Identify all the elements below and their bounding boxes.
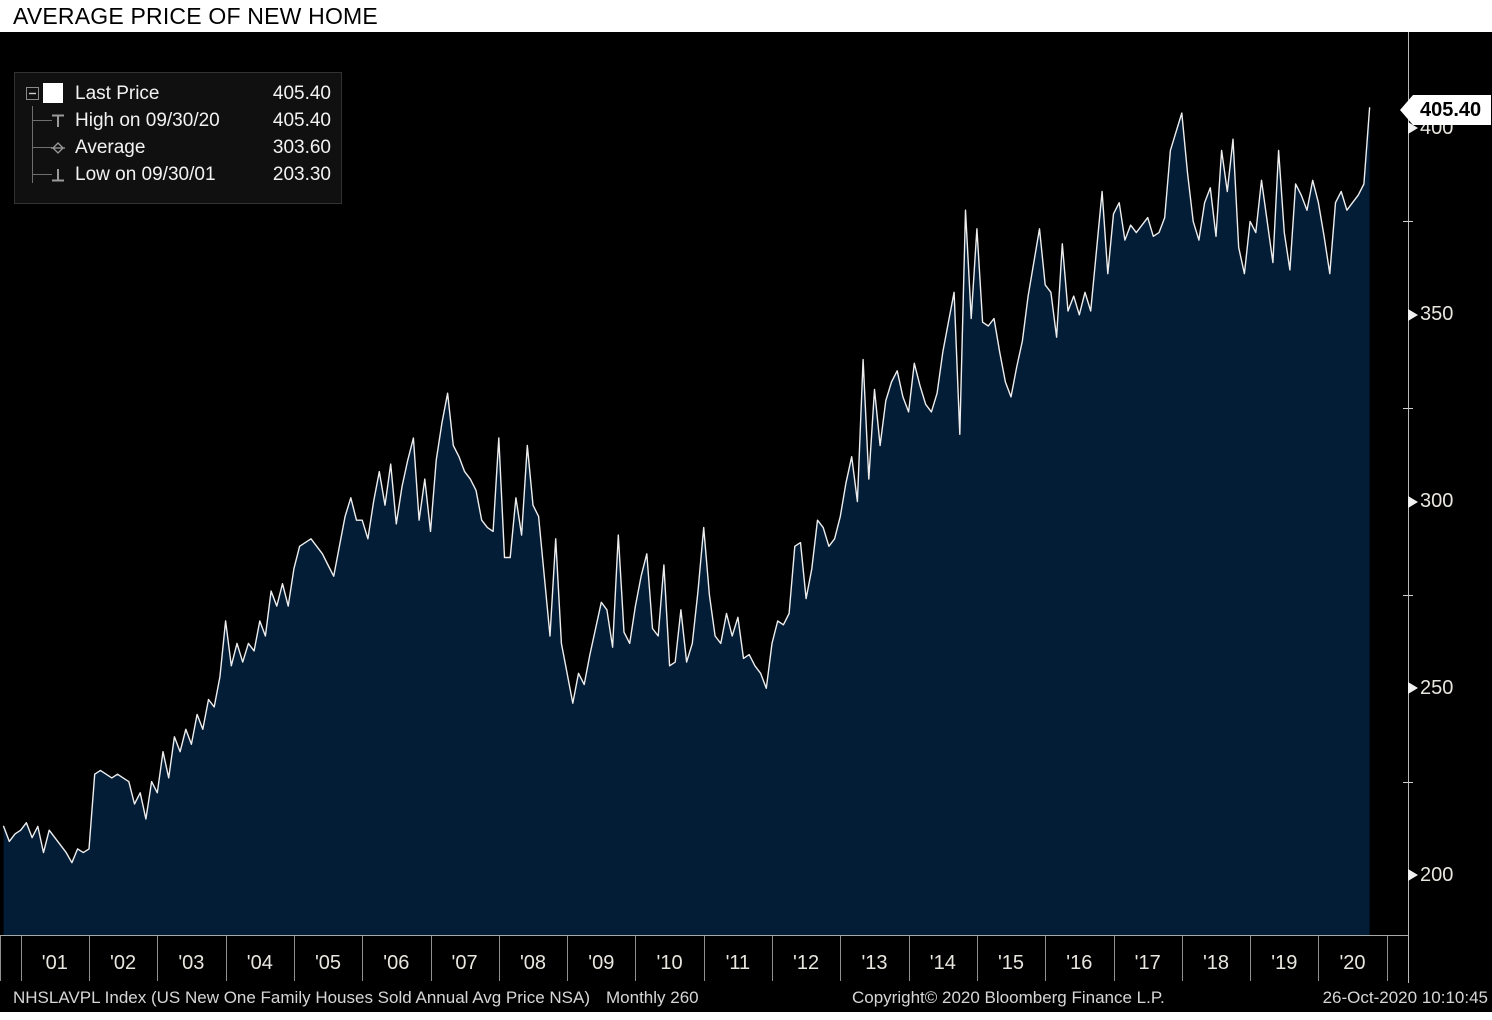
last-price-tag-value: 405.40: [1420, 99, 1482, 121]
x-tick: [976, 936, 978, 981]
x-label-20: '20: [1339, 952, 1366, 974]
legend-label: Average: [75, 136, 146, 158]
page-title: AVERAGE PRICE OF NEW HOME: [13, 2, 378, 29]
area-fill: [3, 107, 1370, 935]
x-label-11: '11: [725, 952, 751, 974]
footer-period: Monthly 260: [606, 988, 699, 1007]
y-axis-line: [1408, 32, 1409, 983]
y-minor-tick-375: [1403, 221, 1413, 223]
x-label-06: '06: [383, 952, 410, 974]
x-tick: [567, 936, 569, 981]
x-label-18: '18: [1202, 952, 1230, 974]
x-tick: [1181, 936, 1183, 981]
footer-copyright: Copyright© 2020 Bloomberg Finance L.P.: [852, 988, 1165, 1007]
legend-value: 405.40: [272, 109, 331, 131]
x-label-07: '07: [451, 952, 478, 974]
price-plot: [2, 107, 1371, 935]
x-label-17: '17: [1134, 952, 1161, 974]
x-tick: [430, 936, 432, 981]
legend-label: Last Price: [75, 82, 160, 104]
legend-row-last-price[interactable]: Last Price 405.40: [15, 80, 341, 107]
chart-panel[interactable]: 400 350 300 250 200 '01'02'03'04'05'06'07'08…: [0, 32, 1492, 1012]
legend-label: Low on 09/30/01: [75, 163, 216, 185]
x-axis-line: [0, 935, 1408, 936]
y-tick-arrow-icon: [1408, 495, 1418, 508]
y-tick-label: 350: [1420, 303, 1454, 326]
x-label-10: '10: [656, 952, 683, 974]
y-tick-arrow-icon: [1408, 682, 1418, 695]
x-tick: [157, 936, 159, 981]
x-label-14: '14: [929, 952, 956, 974]
x-label-02: '02: [110, 952, 137, 974]
y-tick-200: 200: [1408, 864, 1453, 886]
x-label-03: '03: [178, 952, 205, 974]
x-tick: [703, 936, 705, 981]
x-tick: [362, 936, 364, 981]
x-label-16: '16: [1066, 952, 1093, 974]
y-tick-350: 350: [1408, 303, 1454, 326]
average-marker-icon: [51, 142, 65, 154]
high-marker-icon: [52, 114, 64, 127]
title-bar: AVERAGE PRICE OF NEW HOME: [0, 0, 1492, 32]
collapse-icon[interactable]: [26, 87, 39, 100]
legend-value: 405.40: [272, 82, 331, 104]
y-minor-tick-225: [1403, 781, 1413, 783]
x-tick: [840, 936, 842, 981]
y-tick-label: 200: [1420, 863, 1454, 886]
y-tick-300: 300: [1408, 490, 1454, 513]
y-tick-arrow-icon: [1408, 308, 1418, 321]
legend-row-average[interactable]: Average 303.60: [15, 134, 341, 161]
legend-row-low[interactable]: Low on 09/30/01 203.30: [15, 161, 341, 188]
x-label-01: '01: [41, 952, 68, 974]
y-tick-label: 250: [1420, 676, 1454, 699]
x-label-13: '13: [861, 952, 888, 974]
x-label-05: '05: [314, 952, 342, 974]
low-marker-icon: [52, 169, 64, 182]
x-tick: [20, 936, 22, 981]
y-tick-arrow-icon: [1408, 122, 1418, 134]
x-tick-left-edge: [0, 936, 1, 981]
x-tick: [225, 936, 227, 981]
legend-row-high[interactable]: High on 09/30/20 405.40: [15, 107, 341, 134]
x-label-19: '19: [1271, 952, 1298, 974]
footer-datetime: 26-Oct-2020 10:10:45: [1322, 988, 1488, 1007]
legend-label: High on 09/30/20: [75, 109, 220, 131]
legend-value: 203.30: [272, 163, 331, 185]
x-tick: [1113, 936, 1115, 981]
x-tick: [908, 936, 910, 981]
x-label-08: '08: [519, 952, 547, 974]
x-tick: [293, 936, 295, 981]
price-line: [2, 107, 1371, 864]
last-price-swatch-icon: [43, 83, 63, 103]
x-tick: [89, 936, 90, 981]
y-tick-250: 250: [1408, 677, 1453, 699]
footer-ticker-description: NHSLAVPL Index (US New One Family Houses…: [13, 988, 699, 1007]
legend-tree-branch: [32, 174, 52, 175]
x-label-15: '15: [997, 952, 1025, 974]
x-label-12: '12: [793, 952, 820, 974]
x-tick: [1250, 936, 1252, 981]
x-tick: [1045, 936, 1047, 981]
x-tick: [1386, 936, 1388, 981]
legend-tree-branch: [32, 147, 52, 148]
x-tick: [635, 936, 637, 981]
y-tick-arrow-icon: [1408, 869, 1418, 881]
x-tick: [498, 936, 500, 981]
x-tick: [1318, 936, 1320, 981]
legend-value: 303.60: [272, 136, 331, 158]
x-label-09: '09: [588, 952, 615, 974]
y-minor-tick-325: [1403, 408, 1413, 410]
legend-tree-line: [32, 106, 33, 183]
last-price-tag: 405.40: [1400, 95, 1491, 125]
legend-box[interactable]: Last Price 405.40 High on 09/30/20 405.4…: [14, 72, 342, 204]
x-tick: [772, 936, 773, 981]
y-minor-tick-275: [1403, 594, 1413, 596]
x-label-04: '04: [246, 952, 273, 974]
legend-tree-branch: [32, 120, 52, 121]
y-tick-label: 300: [1420, 490, 1454, 512]
